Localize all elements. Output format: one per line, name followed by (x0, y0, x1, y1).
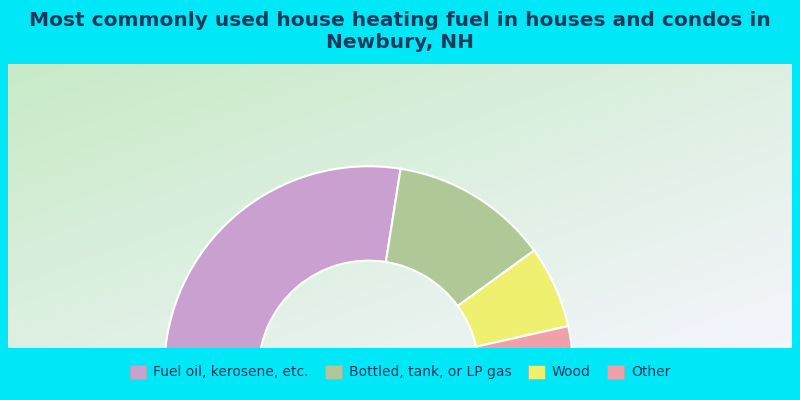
Wedge shape (458, 250, 568, 347)
Wedge shape (386, 169, 534, 306)
Legend: Fuel oil, kerosene, etc., Bottled, tank, or LP gas, Wood, Other: Fuel oil, kerosene, etc., Bottled, tank,… (124, 359, 676, 385)
Wedge shape (476, 326, 573, 371)
Text: Most commonly used house heating fuel in houses and condos in Newbury, NH: Most commonly used house heating fuel in… (29, 12, 771, 52)
Wedge shape (164, 166, 401, 371)
